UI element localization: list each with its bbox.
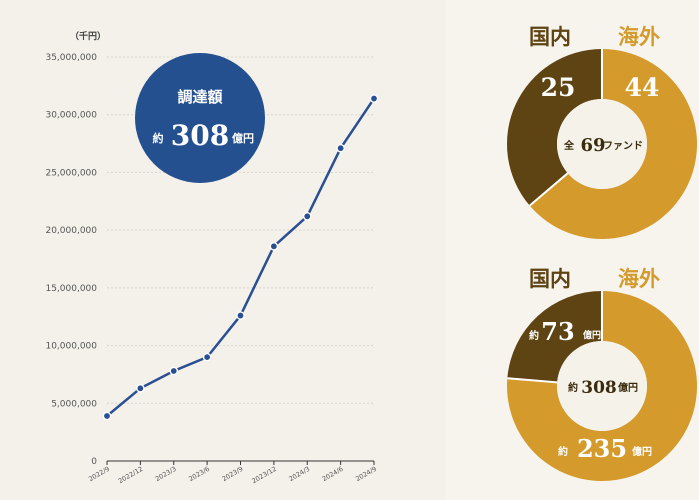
overseas-category-label: 海外 [618, 25, 660, 49]
donut-slice-overseas [529, 49, 697, 240]
data-point [236, 311, 245, 320]
domestic-category-label: 国内 [529, 25, 571, 49]
data-point [302, 211, 312, 221]
domestic-value-label: 25 [541, 73, 576, 102]
overseas-value-unit: 億円 [632, 445, 652, 458]
y-tick-label: 35,000,000 [45, 53, 97, 63]
slice-separator [529, 172, 569, 207]
center-value: 69 [580, 135, 605, 156]
data-point [202, 352, 212, 362]
donut-slice-overseas [507, 291, 697, 481]
center-unit: 億円 [618, 381, 638, 394]
badge-value: 308 [171, 119, 229, 152]
slice-separator [507, 377, 558, 384]
overseas-value-label: 235 [577, 434, 627, 463]
data-point [102, 411, 112, 421]
y-tick-label: 5,000,000 [51, 399, 97, 409]
y-tick-label: 20,000,000 [45, 226, 97, 236]
center-value: 308 [581, 378, 617, 398]
badge-circle [135, 53, 265, 183]
y-tick-label: 30,000,000 [45, 111, 97, 121]
domestic-category-label: 国内 [529, 267, 571, 291]
x-tick-label: 2024/6 [321, 465, 345, 483]
donut-charts-panel: 国内 海外 25 44 全 69 ファンド 国内 海外約 73 億円約 235 億円約 308 億円 [446, 0, 699, 500]
y-tick-label: 15,000,000 [45, 284, 97, 294]
y-axis-unit-label: （千円） [70, 30, 106, 42]
donut-hole [557, 99, 647, 189]
x-tick-label: 2022/9 [87, 465, 111, 483]
donut-chart: 国内 海外約 73 億円約 235 億円約 308 億円 [507, 267, 697, 481]
badge-prefix: 約 [153, 131, 164, 145]
center-prefix: 全 [563, 139, 575, 152]
domestic-value-label: 73 [541, 317, 574, 346]
x-tick-label: 2023/6 [187, 465, 211, 483]
x-tick-label: 2023/9 [221, 465, 245, 483]
donut-slice-domestic [507, 291, 602, 383]
y-tick-label: 10,000,000 [45, 342, 97, 352]
data-point [336, 143, 345, 153]
domestic-value-unit: 億円 [583, 329, 601, 341]
overseas-value-prefix: 約 [558, 445, 568, 458]
center-unit: ファンド [603, 140, 643, 152]
line-chart: （千円） 0 5,000,000 10,000,000 15,000,000 20,000… [45, 30, 379, 485]
x-tick-label: 2024/9 [354, 465, 378, 483]
data-point [169, 366, 179, 376]
center-prefix: 約 [568, 381, 578, 394]
overseas-value-label: 44 [625, 73, 660, 102]
x-tick-label: 2023/3 [154, 465, 178, 483]
x-tick-label: 2024/3 [287, 465, 311, 483]
badge-title: 調達額 [177, 88, 222, 106]
data-point [136, 383, 145, 393]
badge-unit: 億円 [232, 131, 254, 145]
data-point [269, 242, 279, 251]
overseas-category-label: 海外 [618, 267, 660, 291]
line-chart-panel: （千円） 0 5,000,000 10,000,000 15,000,000 20,000… [0, 0, 446, 500]
data-point [369, 94, 379, 103]
x-tick-label: 2022/12 [117, 465, 144, 485]
donut-hole [557, 341, 647, 431]
y-tick-label: 25,000,000 [45, 168, 97, 178]
donut-slice-domestic [507, 49, 602, 206]
domestic-value-prefix: 約 [529, 329, 539, 342]
x-tick-label: 2023/12 [250, 465, 277, 485]
y-tick-label: 0 [91, 457, 97, 467]
